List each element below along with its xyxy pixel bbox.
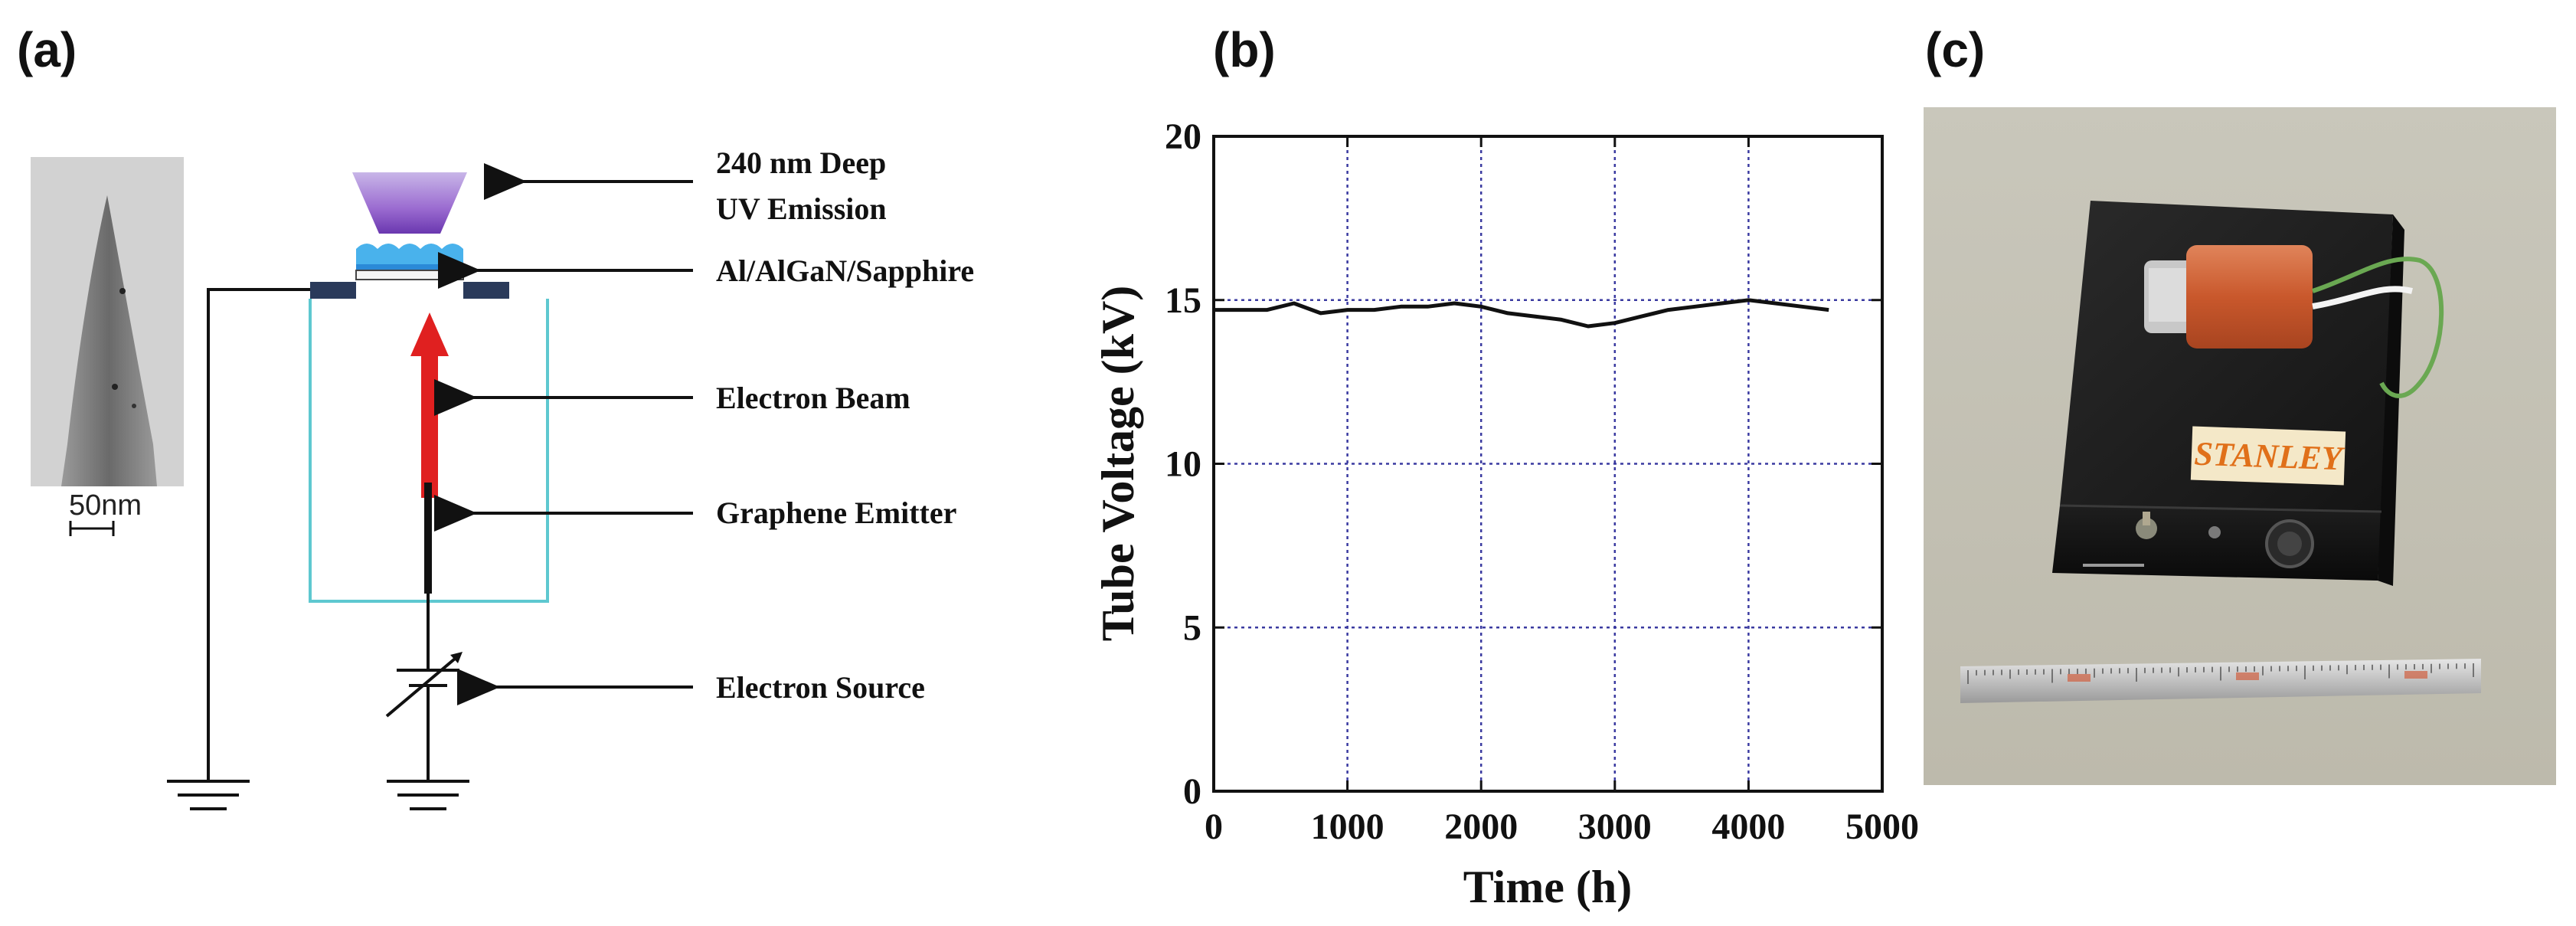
panel-a-label: (a) xyxy=(17,22,77,77)
chart-plot-frame xyxy=(1212,135,1884,793)
y-tick-label: 20 xyxy=(1165,116,1201,157)
chart-series xyxy=(1214,298,1829,329)
callout-sapphire: Al/AlGaN/Sapphire xyxy=(716,254,974,288)
x-tick-label: 3000 xyxy=(1578,807,1652,847)
variable-source-symbol xyxy=(385,652,463,718)
y-tick-label: 0 xyxy=(1183,771,1201,812)
stanley-logo: STANLEY xyxy=(2190,426,2346,486)
panel-b-label: (b) xyxy=(1213,22,1276,77)
ground-symbol-right xyxy=(387,780,469,810)
sapphire-layer xyxy=(355,244,464,280)
y-tick-label: 15 xyxy=(1165,280,1201,321)
front-controls xyxy=(2083,512,2314,568)
tem-micrograph xyxy=(31,157,184,486)
panel-c-label: (c) xyxy=(1925,22,1986,77)
vacuum-chamber xyxy=(309,299,549,603)
ruler-mark xyxy=(2068,674,2091,682)
series-line-tube-voltage xyxy=(1214,298,1829,329)
y-tick-label: 5 xyxy=(1183,607,1201,648)
device-box xyxy=(2052,201,2404,586)
callout-beam: Electron Beam xyxy=(716,381,910,415)
scale-bar xyxy=(69,521,115,536)
photo-background xyxy=(1924,107,2556,785)
callout-uv-line1: 240 nm Deep xyxy=(716,146,886,180)
graphene-emitter xyxy=(424,483,432,594)
callout-emitter: Graphene Emitter xyxy=(716,496,956,530)
callout-uv-line2: UV Emission xyxy=(716,191,887,226)
electron-beam-arrow xyxy=(410,312,449,498)
ruler-mark xyxy=(2404,671,2427,679)
ground-symbol-left xyxy=(167,780,250,810)
ruler xyxy=(1960,659,2481,703)
x-tick-label: 2000 xyxy=(1444,807,1518,847)
scale-bar-label: 50nm xyxy=(69,489,142,522)
right-contact xyxy=(463,282,509,299)
x-tick-label: 4000 xyxy=(1711,807,1785,847)
y-axis-label: Tube Voltage (kV) xyxy=(1093,286,1143,642)
left-contact xyxy=(310,282,356,299)
stanley-brand-text: STANLEY xyxy=(2194,435,2346,478)
callout-source: Electron Source xyxy=(716,670,925,705)
xray-tube xyxy=(2144,245,2444,398)
x-axis-label: Time (h) xyxy=(1463,862,1633,912)
x-tick-label: 0 xyxy=(1205,807,1223,847)
x-tick-label: 5000 xyxy=(1845,807,1919,847)
x-tick-label: 1000 xyxy=(1311,807,1384,847)
chart-ticks: 0 1000 2000 3000 4000 5000 0 5 10 15 20 xyxy=(1165,116,1919,847)
ground-wire-left xyxy=(207,288,310,781)
uv-emission-cone xyxy=(352,172,467,234)
ruler-mark xyxy=(2236,672,2259,680)
y-tick-label: 10 xyxy=(1165,444,1201,485)
chart-grid xyxy=(1214,136,1882,791)
